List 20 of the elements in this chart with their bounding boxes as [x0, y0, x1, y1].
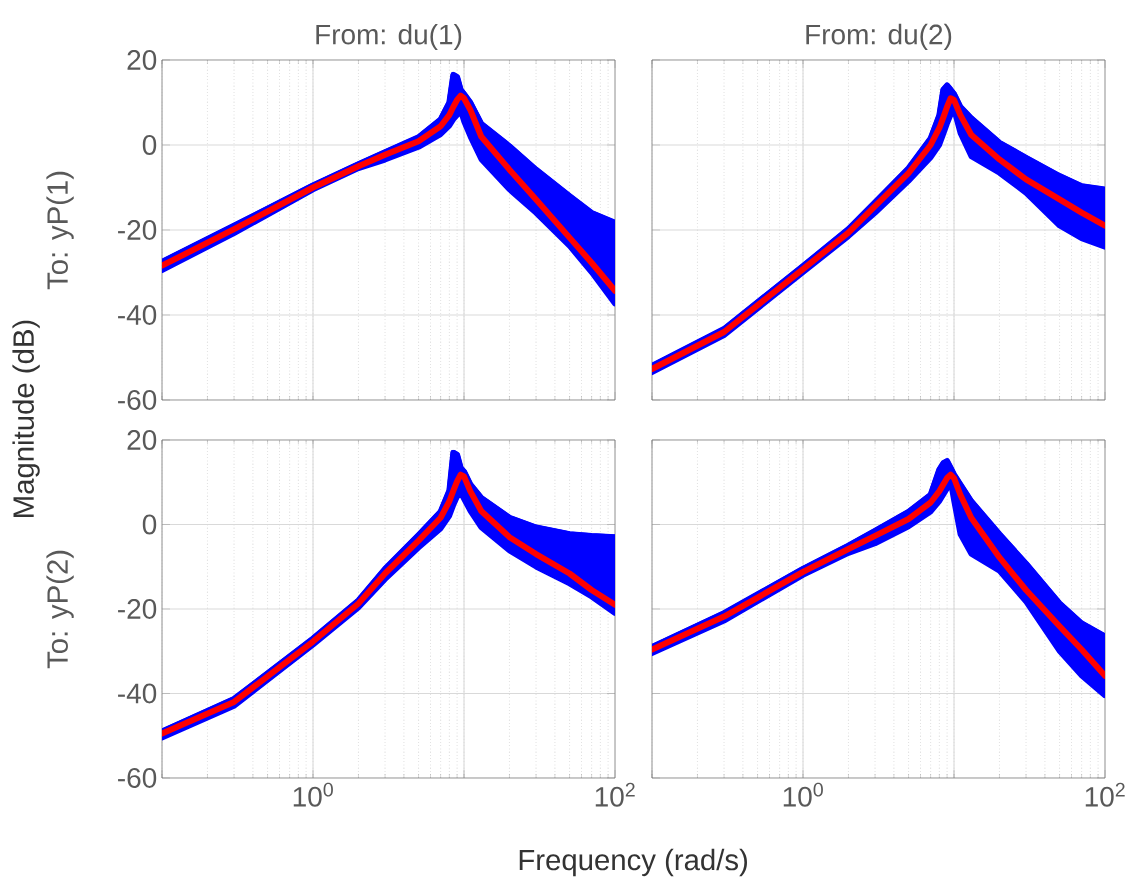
y-tick-label: 0 — [142, 514, 157, 535]
x-tick-label: 10$^{0}$ — [783, 782, 823, 807]
x-tick-label: 10$^{0}$ — [293, 782, 333, 807]
text: Magnitude (dB) — [12, 320, 40, 517]
chart-title: From: du(1) — [316, 23, 462, 50]
y-axis-title: To: yP(2) — [46, 550, 74, 669]
y-tick-label: -60 — [118, 390, 157, 410]
x-tick-label: 10$^{2}$ — [595, 782, 635, 807]
y-tick-label: 20 — [127, 430, 157, 450]
y-tick-label: -20 — [118, 599, 157, 619]
y-axis-title: To: yP(1) — [46, 171, 74, 290]
y-tick-label: -20 — [118, 220, 157, 240]
chart-title: From: du(2) — [806, 23, 952, 50]
y-tick-label: -60 — [118, 768, 157, 788]
y-tick-label: -40 — [118, 305, 157, 325]
y-tick-label: 20 — [127, 50, 157, 70]
y-tick-label: 0 — [142, 135, 157, 155]
x-tick-label: 10$^{2}$ — [1085, 782, 1125, 807]
y-tick-label: -40 — [118, 683, 157, 704]
x-axis-title: Frequency (rad/s) — [519, 848, 747, 877]
